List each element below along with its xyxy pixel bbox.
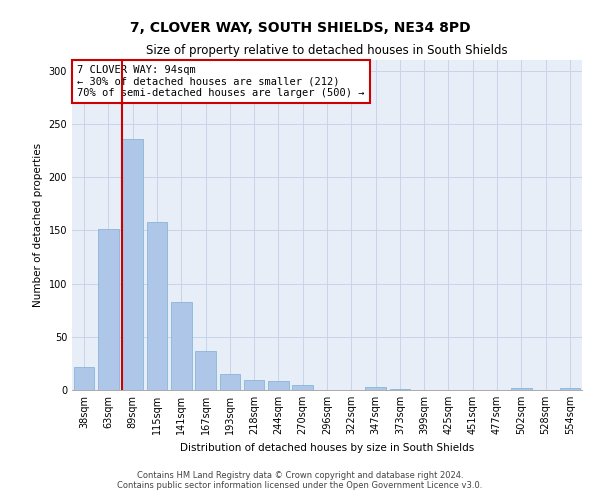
Bar [268, 382, 289, 390]
Bar [98, 230, 119, 390]
Title: Size of property relative to detached houses in South Shields: Size of property relative to detached ho… [146, 44, 508, 58]
Bar [511, 388, 532, 390]
Bar [292, 384, 313, 390]
Bar [220, 374, 240, 390]
Bar [195, 350, 216, 390]
Text: Contains HM Land Registry data © Crown copyright and database right 2024.
Contai: Contains HM Land Registry data © Crown c… [118, 470, 482, 490]
Bar [560, 388, 580, 390]
Bar [74, 366, 94, 390]
X-axis label: Distribution of detached houses by size in South Shields: Distribution of detached houses by size … [180, 442, 474, 452]
Text: 7, CLOVER WAY, SOUTH SHIELDS, NE34 8PD: 7, CLOVER WAY, SOUTH SHIELDS, NE34 8PD [130, 20, 470, 34]
Bar [122, 139, 143, 390]
Y-axis label: Number of detached properties: Number of detached properties [33, 143, 43, 307]
Bar [146, 222, 167, 390]
Text: 7 CLOVER WAY: 94sqm
← 30% of detached houses are smaller (212)
70% of semi-detac: 7 CLOVER WAY: 94sqm ← 30% of detached ho… [77, 65, 365, 98]
Bar [171, 302, 191, 390]
Bar [389, 389, 410, 390]
Bar [365, 387, 386, 390]
Bar [244, 380, 265, 390]
